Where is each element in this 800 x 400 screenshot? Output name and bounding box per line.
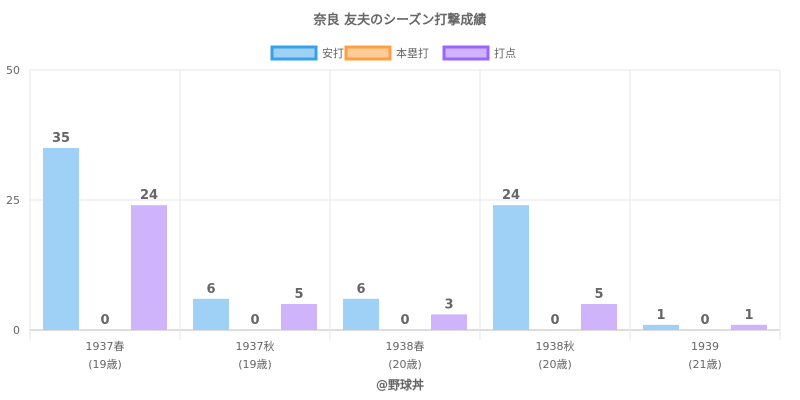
data-label-3-5: 1 xyxy=(744,308,753,323)
legend-label-1: 安打 xyxy=(322,46,344,60)
data-label-2-4: 0 xyxy=(550,313,559,328)
y-tick-label-3: 50 xyxy=(6,64,20,77)
bar-3-1 xyxy=(131,205,167,330)
x-tick-label-3: 1938春 xyxy=(386,340,425,353)
bar-1-3 xyxy=(343,298,379,330)
data-label-2-5: 0 xyxy=(700,313,709,328)
data-label-2-1: 0 xyxy=(100,313,109,328)
legend-swatch-1 xyxy=(270,45,318,61)
data-label-1-3: 6 xyxy=(356,282,365,297)
data-label-1-5: 1 xyxy=(656,308,665,323)
x-tick-label-4: 1938秋 xyxy=(536,339,575,353)
data-label-2-3: 0 xyxy=(400,313,409,328)
data-label-3-2: 5 xyxy=(294,287,303,302)
bar-1-2 xyxy=(193,298,229,330)
data-label-3-1: 24 xyxy=(140,188,158,203)
bar-1-1 xyxy=(43,148,79,330)
bar-3-3 xyxy=(431,314,467,330)
legend[interactable]: 安打 本塁打 打点 xyxy=(270,45,516,61)
x-tick-sublabel-4: (20歳) xyxy=(538,358,572,371)
bar-3-5 xyxy=(731,324,767,330)
y-tick-label-1: 0 xyxy=(13,324,20,337)
x-tick-sublabel-5: (21歳) xyxy=(688,358,722,371)
bar-3-2 xyxy=(281,304,317,330)
y-axis: 0 25 50 xyxy=(6,64,20,337)
bar-1-4 xyxy=(493,205,529,330)
data-label-3-3: 3 xyxy=(444,297,453,312)
bar-3-4 xyxy=(581,304,617,330)
legend-label-3: 打点 xyxy=(494,46,516,60)
legend-swatch-3 xyxy=(442,45,490,61)
credit-text: @野球丼 xyxy=(376,377,424,392)
data-label-1-2: 6 xyxy=(206,282,215,297)
x-tick-sublabel-2: (19歳) xyxy=(238,358,272,371)
legend-swatch-2 xyxy=(344,45,392,61)
legend-label-2: 本塁打 xyxy=(396,46,429,60)
x-tick-label-5: 1939 xyxy=(691,340,719,353)
bar-1-5 xyxy=(643,324,679,330)
data-label-3-4: 5 xyxy=(594,287,603,302)
x-tick-sublabel-3: (20歳) xyxy=(388,358,422,371)
data-label-1-1: 35 xyxy=(52,131,70,146)
x-tick-sublabel-1: (19歳) xyxy=(88,358,122,371)
chart-title: 奈良 友夫のシーズン打撃成績 xyxy=(313,12,487,28)
x-tick-label-1: 1937春 xyxy=(86,340,125,353)
x-tick-label-2: 1937秋 xyxy=(236,339,275,353)
data-label-1-4: 24 xyxy=(502,188,520,203)
y-tick-label-2: 25 xyxy=(6,194,20,207)
bars xyxy=(43,148,767,330)
x-axis: 1937春 (19歳) 1937秋 (19歳) 1938春 (20歳) 1938秋 (20歳)… xyxy=(86,339,722,371)
data-label-2-2: 0 xyxy=(250,313,259,328)
